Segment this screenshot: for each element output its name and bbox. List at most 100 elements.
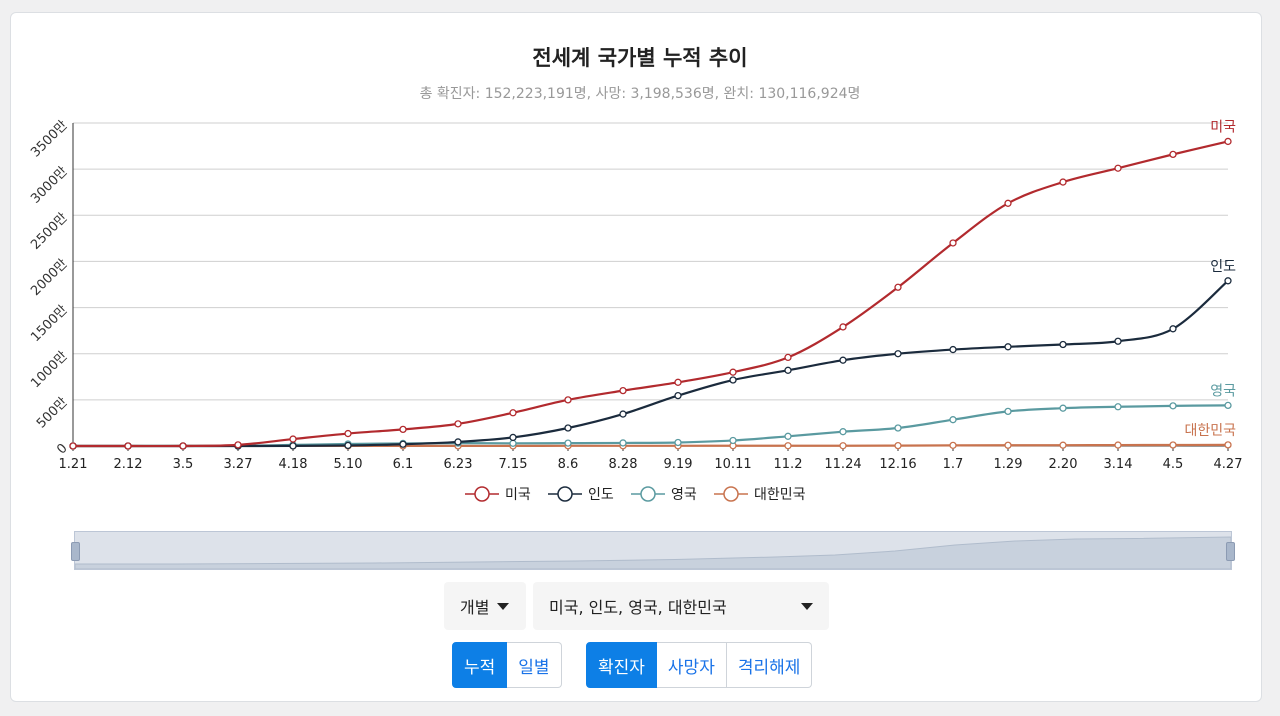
daily-button[interactable]: 일별 — [507, 642, 562, 688]
data-point — [1004, 199, 1012, 207]
data-point — [619, 439, 627, 447]
series-line-영국 — [72, 404, 1229, 448]
legend-marker — [557, 486, 573, 502]
data-point — [1059, 178, 1067, 186]
x-tick-label: 6.23 — [444, 457, 473, 472]
data-point — [454, 420, 462, 428]
data-point — [399, 425, 407, 434]
data-point — [894, 424, 902, 432]
data-point — [509, 439, 517, 447]
data-point — [1059, 441, 1067, 449]
data-point — [1224, 137, 1232, 146]
data-point — [1169, 150, 1177, 159]
x-tick-label: 1.21 — [59, 457, 88, 472]
data-point — [564, 439, 572, 447]
data-point — [619, 410, 627, 418]
chevron-down-icon — [801, 602, 813, 610]
x-tick-label: 12.16 — [879, 457, 916, 472]
data-point — [234, 441, 242, 449]
chart-title: 전세계 국가별 누적 추이 — [532, 46, 748, 70]
data-point — [1224, 277, 1232, 285]
x-tick-label: 7.15 — [499, 457, 528, 472]
data-point — [839, 428, 847, 436]
x-tick-label: 1.29 — [994, 457, 1023, 472]
data-point — [1004, 441, 1012, 449]
y-tick-label: 3500만 — [28, 118, 70, 160]
mode-dropdown[interactable]: 개별 — [444, 582, 526, 630]
x-tick-label: 2.20 — [1049, 457, 1078, 472]
x-tick-label: 3.5 — [173, 457, 194, 472]
data-point — [729, 368, 737, 376]
x-tick-label: 9.19 — [664, 457, 693, 472]
data-point — [949, 239, 957, 247]
legend-label: 영국 — [671, 487, 697, 503]
x-tick-label: 11.24 — [824, 457, 861, 472]
country-dropdown-label: 미국, 인도, 영국, 대한민국 — [549, 598, 727, 617]
series-end-label: 미국 — [1210, 119, 1236, 135]
released-button[interactable]: 격리해제 — [726, 642, 813, 688]
data-point — [784, 432, 792, 440]
data-point — [839, 442, 847, 450]
country-dropdown[interactable]: 미국, 인도, 영국, 대한민국 — [533, 582, 829, 630]
series-end-label: 영국 — [1210, 383, 1236, 399]
x-tick-label: 4.18 — [279, 457, 308, 472]
data-point — [1059, 404, 1067, 412]
data-point — [1059, 340, 1067, 349]
data-point — [894, 283, 902, 291]
legend-marker — [640, 486, 656, 502]
data-point — [674, 378, 682, 386]
data-point — [1114, 164, 1122, 172]
y-tick-label: 0 — [54, 441, 70, 457]
deaths-button[interactable]: 사망자 — [656, 642, 727, 688]
data-point — [674, 391, 682, 400]
data-point — [69, 442, 77, 450]
y-tick-label: 3000만 — [28, 164, 70, 206]
x-tick-label: 2.12 — [114, 457, 143, 472]
series-line-인도 — [72, 279, 1229, 448]
y-tick-label: 1500만 — [28, 303, 70, 345]
mode-dropdown-label: 개별 — [460, 598, 490, 617]
confirmed-button[interactable]: 확진자 — [586, 642, 657, 688]
legend-label: 미국 — [505, 487, 531, 503]
x-tick-label: 6.1 — [393, 457, 414, 472]
data-point — [1114, 441, 1122, 449]
x-tick-label: 3.27 — [224, 457, 253, 472]
y-tick-label: 1000만 — [28, 349, 70, 391]
zoom-preview-area — [75, 536, 1231, 569]
data-point — [1114, 403, 1122, 411]
zoom-slider[interactable] — [71, 531, 1235, 570]
data-point — [564, 396, 572, 404]
x-tick-label: 3.14 — [1104, 457, 1133, 472]
data-point — [894, 350, 902, 358]
x-tick-label: 4.27 — [1214, 457, 1243, 472]
chevron-down-icon — [497, 602, 510, 610]
x-tick-label: 11.2 — [774, 457, 803, 472]
data-point — [619, 386, 627, 395]
y-tick-label: 2500만 — [28, 210, 70, 252]
data-point — [1169, 325, 1177, 333]
x-tick-label: 8.6 — [558, 457, 579, 472]
view-button-group: 누적 일별 — [452, 642, 562, 690]
x-tick-label: 1.7 — [943, 457, 964, 472]
data-point — [509, 433, 517, 442]
data-point — [179, 442, 187, 450]
data-point — [894, 441, 902, 450]
data-point — [289, 435, 297, 443]
data-point — [784, 353, 792, 362]
x-tick-label: 4.5 — [1163, 457, 1184, 472]
series-end-label: 대한민국 — [1184, 423, 1236, 439]
data-point — [1224, 401, 1232, 410]
zoom-handle-left[interactable] — [71, 542, 80, 561]
data-point — [454, 438, 462, 446]
data-point — [344, 429, 352, 438]
data-point — [509, 409, 517, 417]
data-point — [124, 442, 132, 450]
data-point — [1004, 343, 1012, 351]
x-tick-label: 8.28 — [609, 457, 638, 472]
y-tick-label: 2000만 — [28, 256, 70, 298]
zoom-handle-right[interactable] — [1226, 542, 1235, 561]
data-point — [949, 416, 957, 424]
data-point — [949, 345, 957, 354]
cumulative-button[interactable]: 누적 — [452, 642, 508, 688]
